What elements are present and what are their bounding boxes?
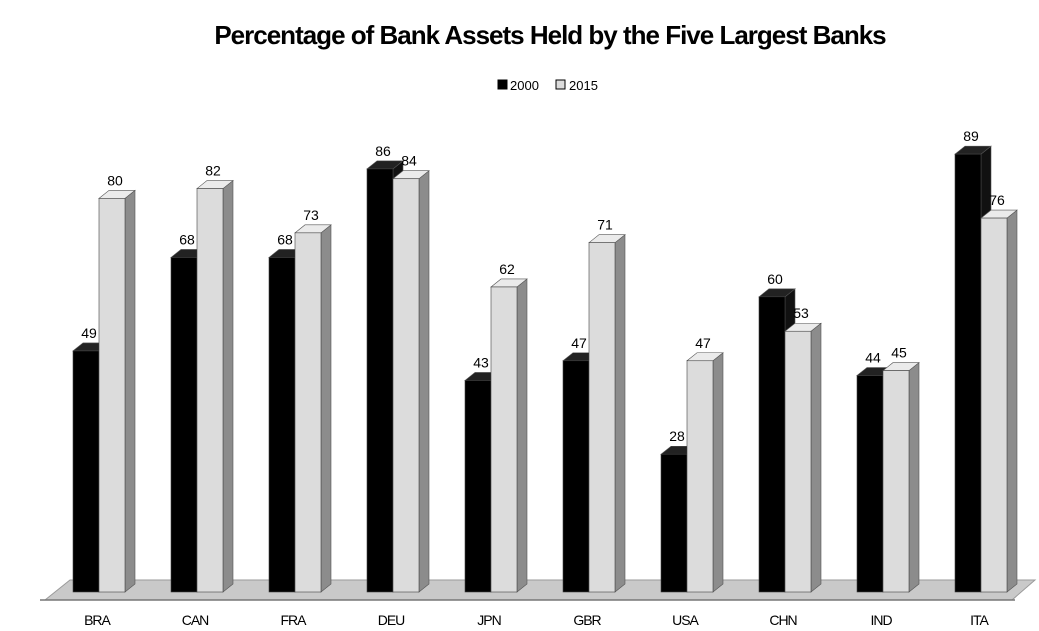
bar-front-GBR-2000 [562, 360, 590, 593]
x-tick-JPN: JPN [477, 612, 500, 628]
bar-front-IND-2015 [882, 370, 910, 593]
bar-side-GBR-2015 [614, 234, 626, 593]
bars [72, 145, 1018, 593]
bar-front-CAN-2000 [170, 257, 198, 593]
x-tick-FRA: FRA [281, 612, 308, 628]
x-tick-CHN: CHN [769, 612, 796, 628]
data-label-CHN-2015: 53 [793, 305, 809, 321]
legend-swatch-2000 [497, 79, 508, 90]
data-label-CHN-2000: 60 [767, 271, 783, 287]
data-label-GBR-2000: 47 [571, 335, 587, 351]
bar-side-IND-2015 [908, 361, 920, 593]
data-label-FRA-2000: 68 [277, 231, 293, 247]
chart-title: Percentage of Bank Assets Held by the Fi… [214, 20, 886, 50]
x-tick-USA: USA [672, 612, 699, 628]
data-label-CAN-2000: 68 [179, 231, 195, 247]
legend-swatch-2015 [555, 79, 566, 90]
bar-GBR-2015 [588, 234, 626, 593]
bar-CAN-2015 [196, 179, 234, 593]
bar-side-DEU-2015 [418, 170, 430, 593]
bar-BRA-2015 [98, 189, 136, 593]
data-label-BRA-2015: 80 [107, 172, 123, 188]
data-label-JPN-2015: 62 [499, 261, 515, 277]
x-tick-CAN: CAN [182, 612, 209, 628]
bar-front-CAN-2015 [196, 188, 224, 593]
bar-front-IND-2000 [856, 375, 884, 593]
bar-IND-2015 [882, 361, 920, 593]
x-tick-GBR: GBR [573, 612, 601, 628]
legend-label-2015: 2015 [569, 78, 598, 93]
legend-label-2000: 2000 [510, 78, 539, 93]
data-label-IND-2000: 44 [865, 350, 881, 366]
bar-front-JPN-2000 [464, 380, 492, 593]
x-tick-ITA: ITA [970, 612, 989, 628]
bar-front-DEU-2015 [392, 178, 420, 593]
bar-front-ITA-2000 [954, 153, 982, 593]
bar-USA-2015 [686, 352, 724, 593]
data-label-DEU-2000: 86 [375, 143, 391, 159]
bar-CHN-2015 [784, 322, 822, 593]
x-tick-DEU: DEU [378, 612, 405, 628]
data-label-IND-2015: 45 [891, 345, 907, 361]
data-label-ITA-2015: 76 [989, 192, 1005, 208]
x-tick-IND: IND [870, 612, 892, 628]
bar-front-USA-2000 [660, 453, 688, 593]
data-label-FRA-2015: 73 [303, 207, 319, 223]
bar-side-CHN-2015 [810, 322, 822, 593]
bar-side-FRA-2015 [320, 224, 332, 593]
bar-DEU-2015 [392, 170, 430, 593]
data-label-ITA-2000: 89 [963, 128, 979, 144]
data-label-CAN-2015: 82 [205, 163, 221, 179]
bar-front-FRA-2000 [268, 257, 296, 593]
legend: 2000 2015 [497, 78, 598, 93]
x-axis-tick-labels: BRA CAN FRA DEU JPN GBR USA CHN IND ITA [84, 612, 990, 628]
data-label-BRA-2000: 49 [81, 325, 97, 341]
bar-side-ITA-2015 [1006, 209, 1018, 593]
bar-front-CHN-2000 [758, 296, 786, 593]
bar-side-JPN-2015 [516, 278, 528, 593]
bar-JPN-2015 [490, 278, 528, 593]
bar-side-CAN-2015 [222, 179, 234, 593]
x-tick-BRA: BRA [84, 612, 111, 628]
data-label-DEU-2015: 84 [401, 153, 417, 169]
bar-front-BRA-2000 [72, 350, 100, 593]
bar-front-JPN-2015 [490, 286, 518, 593]
bar-front-DEU-2000 [366, 168, 394, 593]
bar-front-GBR-2015 [588, 242, 616, 593]
bar-side-BRA-2015 [124, 189, 136, 593]
bar-ITA-2015 [980, 209, 1018, 593]
bar-front-BRA-2015 [98, 198, 126, 593]
data-label-USA-2015: 47 [695, 335, 711, 351]
data-labels: 49 80 68 82 68 73 86 84 43 62 47 71 28 47 60 53 44 45 89 76 [81, 128, 1005, 444]
bar-front-CHN-2015 [784, 330, 812, 593]
data-label-GBR-2015: 71 [597, 217, 613, 233]
data-label-JPN-2000: 43 [473, 354, 489, 370]
data-label-USA-2000: 28 [669, 428, 685, 444]
bar-front-ITA-2015 [980, 217, 1008, 593]
bar-front-FRA-2015 [294, 232, 322, 593]
bar-FRA-2015 [294, 224, 332, 593]
bar-front-USA-2015 [686, 360, 714, 593]
bar-side-USA-2015 [712, 352, 724, 593]
